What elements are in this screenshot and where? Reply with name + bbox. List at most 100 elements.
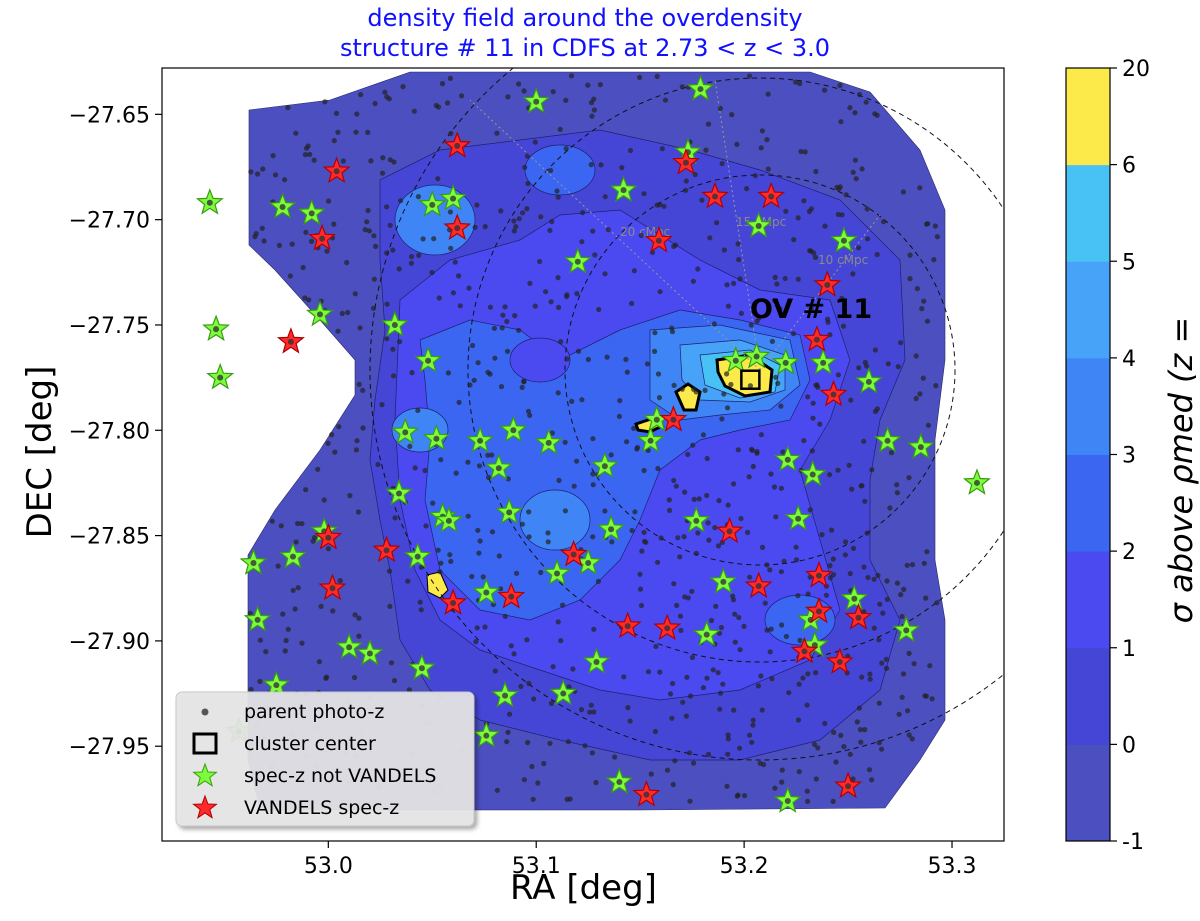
- photoz-dot: [435, 176, 441, 182]
- photoz-dot: [257, 637, 263, 643]
- vandels-star-dot: [624, 623, 631, 630]
- photoz-dot: [673, 483, 679, 489]
- x-tick-label: 53.1: [512, 854, 561, 879]
- photoz-dot: [571, 483, 577, 489]
- photoz-dot: [476, 463, 483, 469]
- photoz-dot: [914, 286, 921, 292]
- photoz-dot: [755, 683, 762, 689]
- spec-z-star-dot: [308, 210, 315, 217]
- photoz-dot: [602, 508, 608, 514]
- x-tick-label: 53.2: [720, 854, 769, 879]
- photoz-dot: [310, 538, 316, 544]
- photoz-dot: [391, 678, 398, 684]
- photoz-dot: [801, 198, 807, 204]
- photoz-dot: [366, 228, 372, 234]
- photoz-dot: [661, 203, 667, 209]
- photoz-dot: [502, 304, 508, 310]
- vandels-star-dot: [287, 338, 294, 345]
- photoz-dot: [438, 457, 444, 463]
- photoz-dot: [747, 574, 753, 580]
- photoz-dot: [448, 130, 454, 137]
- photoz-dot: [302, 152, 308, 158]
- vandels-star-dot: [830, 391, 837, 398]
- photoz-dot: [631, 268, 638, 274]
- photoz-dot: [406, 687, 412, 693]
- x-tick-label: 53.3: [928, 854, 977, 879]
- photoz-dot: [862, 498, 868, 504]
- spec-z-star-dot: [720, 578, 727, 585]
- photoz-dot: [337, 578, 343, 584]
- photoz-dot: [747, 73, 753, 79]
- photoz-dot: [415, 194, 421, 200]
- photoz-dot: [765, 91, 771, 97]
- photoz-dot: [838, 119, 844, 125]
- photoz-dot: [379, 170, 386, 176]
- photoz-dot: [444, 100, 451, 106]
- photoz-dot: [715, 670, 721, 676]
- vandels-star-dot: [813, 336, 820, 343]
- photoz-dot: [924, 318, 931, 324]
- photoz-dot: [592, 252, 598, 258]
- photoz-dot: [502, 613, 508, 619]
- photoz-dot: [919, 306, 925, 312]
- photoz-dot: [896, 711, 902, 717]
- photoz-dot: [790, 331, 797, 337]
- ring-20cmpc: [369, 68, 1004, 761]
- photoz-dot: [368, 158, 374, 164]
- spec-z-star-dot: [755, 222, 762, 229]
- photoz-dot: [834, 184, 840, 190]
- photoz-dot: [791, 237, 797, 243]
- photoz-dot: [848, 397, 854, 403]
- photoz-dot: [629, 300, 635, 307]
- photoz-dot: [724, 783, 730, 789]
- photoz-dot: [492, 355, 498, 361]
- photoz-dot: [384, 250, 390, 256]
- photoz-dot: [721, 247, 728, 253]
- photoz-dot: [285, 626, 291, 632]
- photoz-dot: [564, 294, 570, 300]
- photoz-dot: [718, 624, 725, 631]
- photoz-dot: [725, 736, 732, 742]
- photoz-dot: [858, 739, 864, 745]
- photoz-dot: [867, 671, 873, 677]
- y-tick-label: −27.80: [69, 419, 150, 444]
- photoz-dot: [588, 162, 594, 168]
- photoz-dot: [894, 490, 901, 496]
- spec-z-star-dot: [703, 631, 710, 638]
- photoz-dot: [765, 166, 771, 172]
- photoz-dot: [871, 625, 877, 631]
- photoz-dot: [876, 740, 882, 746]
- photoz-dot: [409, 254, 415, 260]
- photoz-dot: [906, 650, 912, 657]
- photoz-dot: [532, 303, 538, 309]
- spec-z-star-dot: [753, 353, 760, 360]
- photoz-dot: [871, 576, 877, 582]
- photoz-dot: [275, 563, 281, 569]
- vandels-star-dot: [383, 547, 390, 554]
- photoz-dot: [596, 306, 602, 313]
- photoz-dot: [300, 264, 306, 271]
- photoz-dot: [512, 313, 518, 319]
- colorbar-tick-label: 2: [1122, 540, 1136, 565]
- photoz-dot: [380, 155, 386, 161]
- photoz-dot: [634, 444, 641, 451]
- photoz-dot: [917, 391, 923, 397]
- photoz-dot: [819, 532, 825, 538]
- photoz-dot: [538, 569, 544, 576]
- photoz-dot: [847, 105, 853, 111]
- photoz-dot: [717, 105, 724, 111]
- photoz-dot: [905, 708, 911, 714]
- photoz-dot: [669, 325, 675, 331]
- photoz-dot: [417, 599, 423, 605]
- photoz-dot: [805, 798, 811, 805]
- photoz-dot: [906, 732, 912, 738]
- photoz-dot: [758, 432, 765, 438]
- photoz-dot: [658, 535, 664, 541]
- colorbar-label: σ above ρmed (z = 2.8): [1162, 316, 1200, 624]
- photoz-dot: [805, 394, 811, 400]
- photoz-dot: [505, 94, 511, 100]
- photoz-dot: [514, 570, 520, 576]
- photoz-dot: [725, 732, 731, 738]
- colorbar-tick-label: 3: [1122, 444, 1136, 469]
- legend-label-cluster: cluster center: [244, 733, 376, 755]
